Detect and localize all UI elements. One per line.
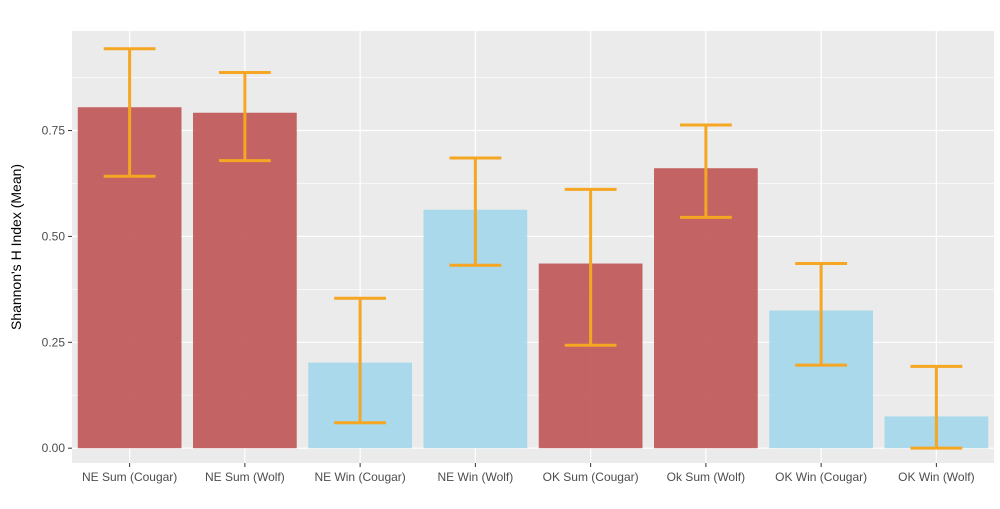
bar-ne-sum-wolf (193, 112, 297, 449)
x-tick-label: NE Sum (Wolf) (205, 470, 285, 484)
y-tick-label: 0.00 (42, 441, 66, 455)
x-tick-label: NE Win (Cougar) (314, 470, 405, 484)
x-axis-ticks: NE Sum (Cougar) NE Sum (Wolf) NE Win (Coug… (82, 463, 975, 484)
y-axis-title: Shannon's H Index (Mean) (8, 164, 24, 330)
y-tick-label: 0.25 (42, 335, 66, 349)
error-bars (103, 47, 963, 450)
x-tick-label: OK Win (Cougar) (775, 470, 867, 484)
y-axis-ticks: 0.00 0.25 0.50 0.75 (42, 124, 72, 455)
x-tick-label: NE Win (Wolf) (437, 470, 513, 484)
x-tick-label: OK Sum (Cougar) (543, 470, 639, 484)
x-tick-label: Ok Sum (Wolf) (667, 470, 745, 484)
x-tick-label: OK Win (Wolf) (898, 470, 974, 484)
y-tick-label: 0.75 (42, 124, 66, 138)
y-tick-label: 0.50 (42, 229, 66, 243)
x-tick-label: NE Sum (Cougar) (82, 470, 177, 484)
